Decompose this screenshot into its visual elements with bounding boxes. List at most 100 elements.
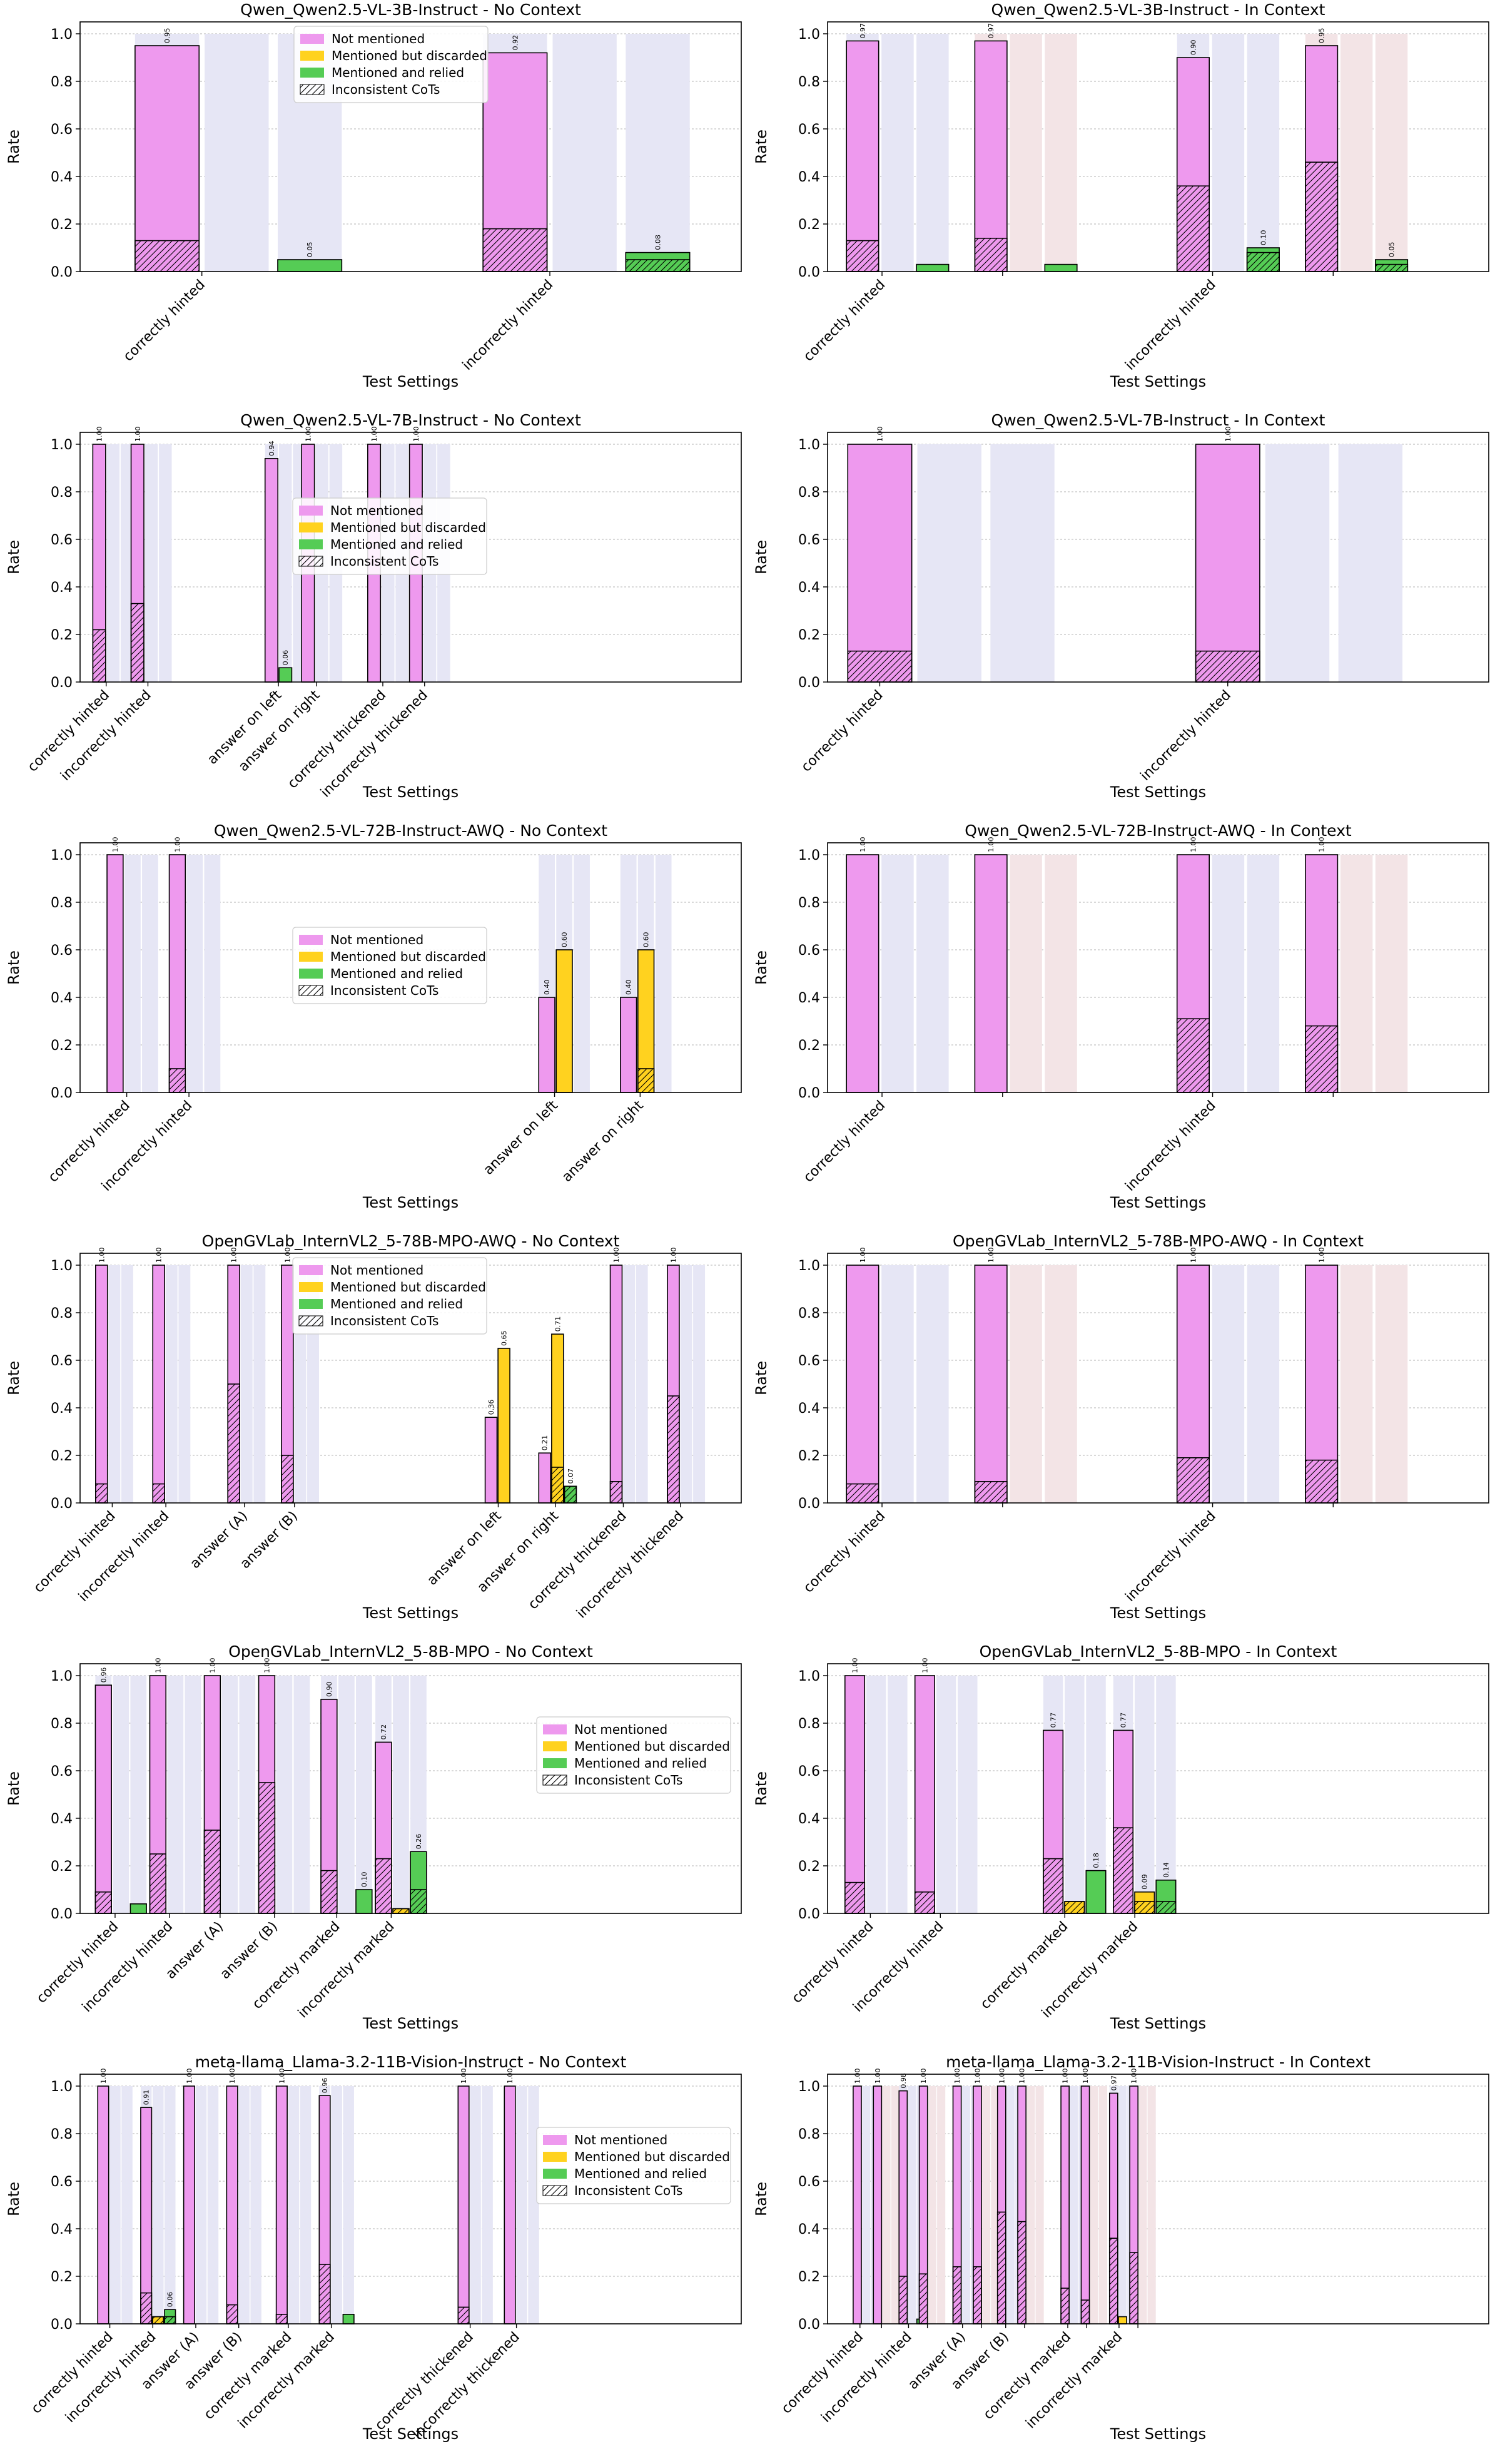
bar-mentioned-relied [1085,1870,1107,1914]
bar-inconsistent-cots [564,1485,577,1504]
bar-value-label: 1.00 [283,1248,291,1263]
chart-panel: Qwen_Qwen2.5-VL-3B-Instruct - No Context… [0,0,748,410]
plot-frame [827,1663,1489,1914]
chart-panel: Qwen_Qwen2.5-VL-3B-Instruct - In Context… [748,0,1495,410]
chart-svg: Qwen_Qwen2.5-VL-7B-Instruct - No Context… [5,411,742,801]
y-axis-label: Rate [753,1771,770,1806]
bar-background [253,1265,266,1503]
bar-value-label: 1.00 [412,427,420,442]
legend-label: Mentioned and relied [574,1756,707,1771]
chart-title: Qwen_Qwen2.5-VL-7B-Instruct - No Context [240,411,581,429]
y-axis-label: Rate [5,2182,23,2216]
chart-panel: meta-llama_Llama-3.2-11B-Vision-Instruct… [748,2052,1495,2463]
bar-not-mentioned [484,1417,498,1504]
bar-inconsistent-cots [974,1480,1008,1504]
bar-not-mentioned [134,45,200,272]
chart-title: OpenGVLab_InternVL2_5-8B-MPO - No Contex… [228,1642,593,1661]
bar-value-label: 1.00 [99,2069,108,2084]
bar-value-label: 0.91 [143,2090,151,2105]
y-tick-label: 0.0 [798,675,820,691]
bar-value-label: 1.00 [278,2069,286,2084]
x-axis-label: Test Settings [362,2015,459,2032]
bar-background [124,855,141,1092]
chart-panel: Qwen_Qwen2.5-VL-72B-Instruct-AWQ - No Co… [0,821,748,1231]
bar-mentioned-relied [278,667,293,683]
y-tick-label: 0.4 [798,1401,820,1417]
bar-value-label: 0.40 [625,980,633,995]
bar-not-mentioned [97,2085,109,2324]
legend-label: Inconsistent CoTs [330,554,438,569]
legend-swatch [300,68,324,78]
y-tick-label: 1.0 [798,1669,820,1684]
y-tick-label: 1.0 [798,848,820,863]
bar-inconsistent-cots [134,240,200,272]
bar-background [1135,1676,1155,1913]
legend-label: Not mentioned [574,2132,667,2147]
bar-background [1340,34,1373,272]
y-tick-label: 0.4 [798,580,820,596]
bar-background [862,2086,871,2324]
y-tick-label: 0.0 [51,1907,73,1922]
x-axis-label: Test Settings [362,1604,459,1622]
bar-value-label: 0.72 [380,1724,388,1740]
legend-swatch [298,985,323,996]
bar-value-label: 1.00 [998,2069,1006,2084]
bar-background [1340,855,1373,1092]
bar-background [278,444,292,682]
legend-label: Mentioned but discarded [574,2149,730,2164]
bar-value-label: 1.00 [1082,2069,1090,2084]
y-tick-label: 0.2 [51,1448,73,1464]
bar-background [891,2086,900,2324]
y-tick-label: 0.4 [51,990,73,1006]
bar-background [250,2086,261,2324]
legend-box [292,497,487,575]
bar-inconsistent-cots [275,2313,288,2324]
x-tick-label: incorrectly hinted [1122,1509,1219,1605]
plot-frame [827,1253,1489,1504]
y-tick-label: 1.0 [51,437,73,453]
bar-value-label: 1.00 [859,837,867,853]
bar-background [916,34,949,272]
bar-background [1247,855,1280,1092]
bar-inconsistent-cots [482,228,548,272]
y-axis-label: Rate [5,130,23,164]
x-tick-label: incorrectly hinted [818,2329,915,2426]
y-tick-label: 0.8 [51,1716,73,1732]
bar-inconsistent-cots [637,1068,655,1093]
y-tick-label: 0.6 [51,1764,73,1779]
legend-label: Inconsistent CoTs [574,1773,682,1788]
chart-panel: meta-llama_Llama-3.2-11B-Vision-Instruct… [0,2052,748,2463]
bar-value-label: 1.00 [953,2069,961,2084]
bar-value-label: 0.95 [163,28,171,44]
chart-svg: Qwen_Qwen2.5-VL-72B-Instruct-AWQ - In Co… [753,822,1489,1211]
bar-value-label: 1.00 [1062,2069,1070,2084]
x-axis-label: Test Settings [1110,1604,1206,1622]
bar-inconsistent-cots [1043,1858,1064,1914]
bar-background [882,2086,891,2324]
legend-box [292,927,487,1004]
y-tick-label: 1.0 [51,1669,73,1684]
bar-background [106,444,120,682]
bar-not-mentioned [226,2085,238,2324]
bar-inconsistent-cots [1129,2252,1139,2324]
bar-background [185,1676,201,1913]
bar-inconsistent-cots [1017,2221,1026,2324]
bar-inconsistent-cots [152,2316,165,2324]
bar-inconsistent-cots [1305,1025,1339,1093]
legend-swatch [299,1282,323,1292]
y-axis-label: Rate [753,950,770,985]
y-tick-label: 1.0 [51,848,73,863]
bar-inconsistent-cots [94,1891,112,1914]
bar-value-label: 1.00 [851,1658,859,1674]
bar-background [113,1676,129,1913]
plot-frame [827,2074,1489,2324]
bar-background [331,2086,342,2324]
y-tick-label: 0.4 [798,2222,820,2237]
bar-inconsistent-cots [996,2211,1006,2324]
bar-background [1138,2086,1147,2324]
y-tick-label: 0.4 [51,1811,73,1827]
bar-background [1118,2086,1127,2324]
bar-background [1065,1676,1085,1913]
bar-value-label: 1.00 [111,837,119,853]
bar-background [239,1676,256,1913]
